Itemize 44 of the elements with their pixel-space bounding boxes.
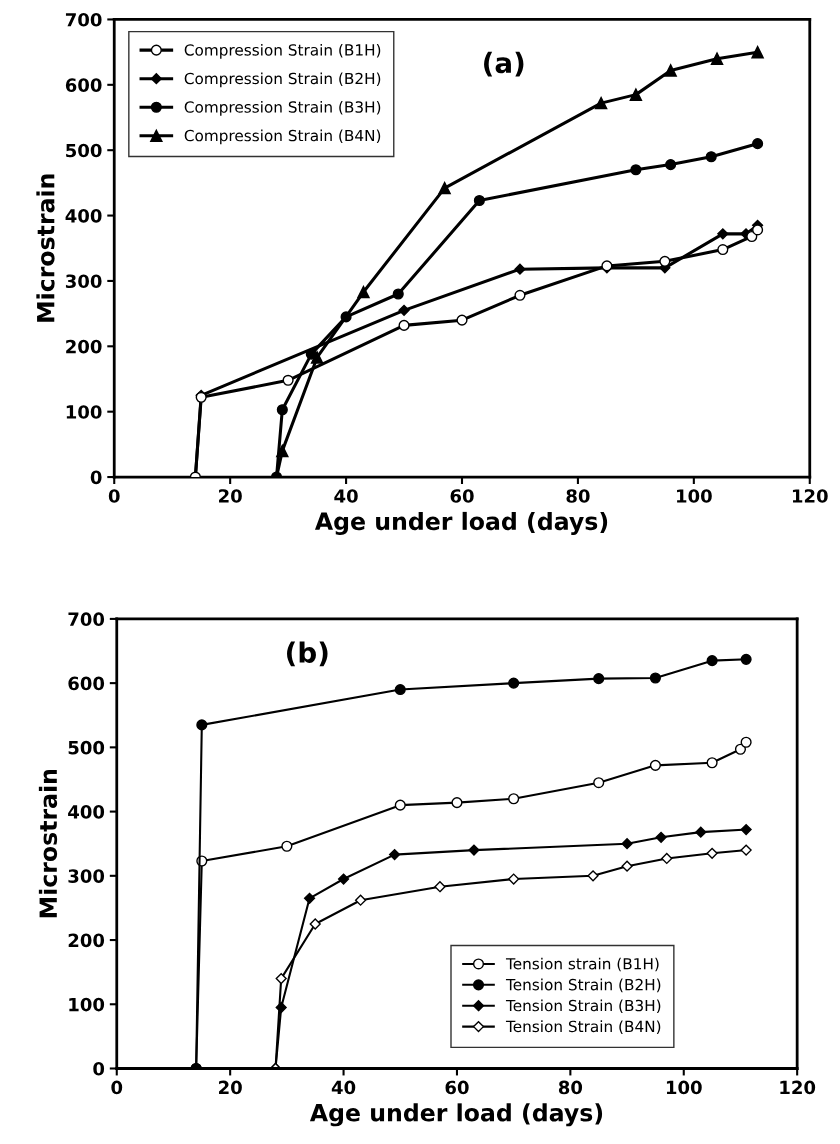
y-axis-title: Microstrain bbox=[38, 769, 58, 918]
annotation: (a) bbox=[484, 51, 524, 77]
y-tick-label: 500 bbox=[66, 143, 102, 158]
legend-label: Tension Strain (B3H) bbox=[505, 999, 661, 1014]
y-tick-label: 100 bbox=[69, 997, 105, 1012]
y-tick-label: 400 bbox=[68, 805, 105, 819]
x-tick-label: 80 bbox=[558, 1080, 583, 1095]
x-axis-title: Age under load (days) bbox=[314, 511, 608, 535]
y-tick-label: 400 bbox=[65, 209, 102, 223]
y-tick-label: 700 bbox=[68, 612, 105, 627]
legend-label: Tension Strain (B4N) bbox=[505, 1020, 661, 1034]
y-tick-label: 700 bbox=[65, 12, 102, 27]
y-axis-title: Microstrain bbox=[36, 174, 55, 322]
legend-label: Tension strain (B1H) bbox=[505, 957, 659, 972]
x-tick-label: 60 bbox=[450, 489, 474, 503]
y-tick-label: 500 bbox=[68, 740, 105, 755]
y-tick-label: 600 bbox=[68, 676, 105, 691]
y-tick-label: 200 bbox=[68, 933, 105, 948]
y-tick-label: 200 bbox=[66, 339, 102, 354]
y-tick-label: 0 bbox=[93, 1061, 105, 1076]
x-tick-label: 80 bbox=[566, 489, 590, 503]
x-tick-label: 40 bbox=[334, 489, 358, 503]
x-tick-label: 20 bbox=[219, 1080, 242, 1095]
legend-label: Tension Strain (B2H) bbox=[505, 978, 661, 993]
legend-label: Compression Strain (B1H) bbox=[184, 43, 381, 59]
y-tick-label: 0 bbox=[90, 470, 102, 485]
x-tick-label: 100 bbox=[666, 1080, 702, 1095]
x-tick-label: 100 bbox=[677, 489, 712, 503]
y-tick-label: 300 bbox=[68, 869, 105, 883]
y-tick-label: 300 bbox=[65, 274, 102, 289]
x-tick-label: 40 bbox=[331, 1080, 356, 1095]
x-tick-label: 0 bbox=[111, 1080, 123, 1095]
legend-label: Compression Strain (B4N) bbox=[184, 129, 381, 145]
y-tick-label: 600 bbox=[65, 78, 102, 92]
x-axis-title: Age under load (days) bbox=[309, 1103, 603, 1127]
x-tick-label: 60 bbox=[445, 1080, 469, 1095]
legend-label: Compression Strain (B3H) bbox=[184, 100, 381, 116]
x-tick-label: 20 bbox=[219, 489, 242, 503]
x-tick-label: 120 bbox=[792, 489, 828, 503]
legend-label: Compression Strain (B2H) bbox=[184, 72, 381, 88]
x-tick-label: 120 bbox=[780, 1080, 816, 1095]
annotation: (b) bbox=[287, 641, 328, 667]
x-tick-label: 0 bbox=[108, 489, 120, 503]
y-tick-label: 100 bbox=[66, 405, 102, 419]
